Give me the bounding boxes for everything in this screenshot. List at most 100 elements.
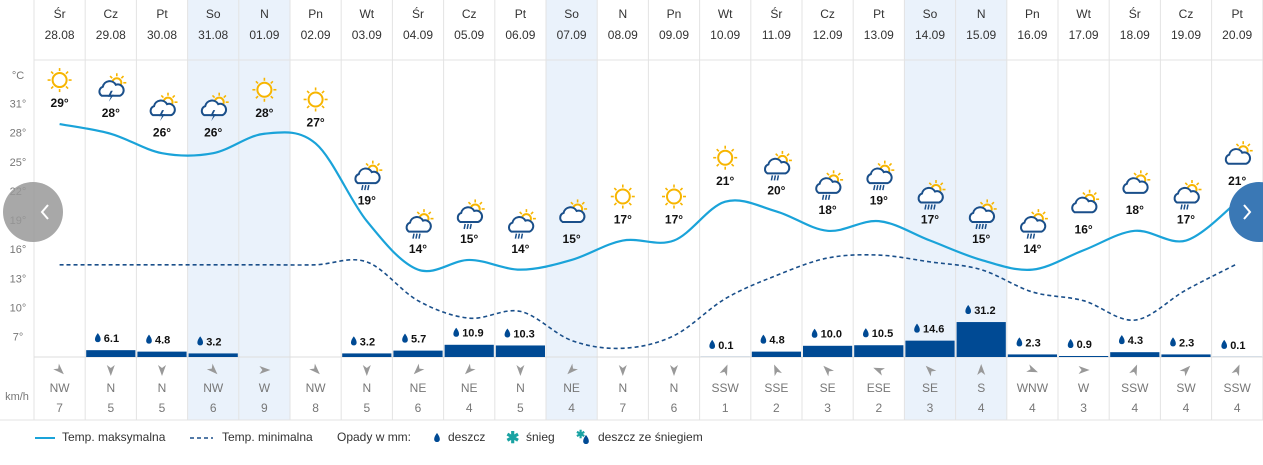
precip-label: 10.9 — [462, 328, 483, 340]
weekday: Śr — [54, 6, 66, 21]
wind-dir: N — [362, 381, 371, 395]
wind-speed: 5 — [517, 401, 524, 415]
legend-snow: śnieg — [526, 430, 555, 444]
precip-bar — [1161, 354, 1210, 357]
drop-icon — [146, 335, 152, 344]
sun-disc — [718, 151, 732, 165]
precip-label: 10.0 — [821, 329, 842, 341]
weekday: Cz — [1179, 7, 1194, 21]
wind-arrow — [1129, 363, 1141, 376]
sun-ray — [1094, 193, 1096, 195]
max-temp-label: 18° — [819, 203, 837, 217]
wind-arrow — [619, 365, 627, 376]
rain-icon — [515, 234, 516, 239]
wind-arrow — [411, 364, 424, 377]
sun-ray — [322, 91, 324, 93]
y-tick-label: 25° — [10, 157, 27, 169]
sun-ray — [787, 154, 789, 156]
sun-ray — [520, 212, 522, 214]
weekday: Pt — [873, 7, 885, 21]
y-tick-label: 28° — [10, 128, 27, 140]
sun-icon — [48, 68, 72, 92]
rain-icon — [928, 205, 929, 210]
weekday: N — [618, 7, 627, 21]
rain-icon — [931, 205, 932, 210]
rain-icon — [368, 185, 369, 190]
wind-arrow — [872, 364, 885, 376]
wind-speed: 9 — [261, 401, 268, 415]
sun-disc — [616, 190, 630, 204]
sun-ray — [1134, 173, 1136, 175]
max-temp-label: 17° — [614, 213, 632, 227]
sun-ray — [680, 203, 682, 205]
wind-arrow — [462, 364, 475, 377]
wind-dir: ESE — [867, 381, 891, 395]
wind-dir: WNW — [1017, 381, 1049, 395]
date: 11.09 — [762, 28, 791, 42]
legend-sleet: deszcz ze śniegiem — [598, 430, 703, 444]
date: 12.09 — [813, 28, 843, 42]
sun-ray — [121, 76, 123, 78]
wind-speed: 1 — [722, 401, 729, 415]
drop-icon — [1068, 339, 1074, 348]
sun-ray — [629, 203, 631, 205]
date: 07.09 — [557, 28, 587, 42]
wind-speed: 2 — [773, 401, 780, 415]
max-temp-label: 19° — [870, 193, 888, 207]
sun-ray — [377, 163, 379, 165]
wind-arrow — [1079, 366, 1090, 374]
next-button[interactable] — [1229, 182, 1263, 242]
y-tick-label: 13° — [10, 273, 27, 285]
wind-arrow — [821, 363, 834, 376]
wind-speed: 5 — [159, 401, 166, 415]
max-temp-label: 14° — [409, 242, 427, 256]
max-temp-label: 19° — [358, 193, 376, 207]
wind-speed: 5 — [363, 401, 370, 415]
rain-icon — [467, 224, 468, 229]
sun-ray — [629, 188, 631, 190]
sun-icon — [304, 87, 328, 111]
prev-button[interactable] — [3, 182, 63, 242]
sun-ray — [1083, 193, 1085, 195]
sun-ray — [1185, 183, 1187, 185]
sun-ray — [468, 202, 470, 204]
max-temp-label: 28° — [255, 106, 273, 120]
weekday: Pn — [1025, 7, 1040, 21]
precip-label: 14.6 — [923, 324, 944, 336]
drop-icon — [434, 433, 440, 442]
y-tick-label: 31° — [10, 99, 27, 111]
precip-bar — [1008, 354, 1057, 357]
precip-bar — [189, 353, 238, 357]
wind-dir: N — [106, 381, 115, 395]
sun-ray — [51, 86, 53, 88]
wind-dir: W — [259, 381, 271, 395]
sun-ray — [480, 202, 482, 204]
wind-dir: NW — [203, 381, 224, 395]
snow-icon: ✱ — [506, 430, 519, 447]
precip-bar — [342, 353, 391, 357]
rain-icon — [777, 175, 778, 180]
max-temp-label: 21° — [1228, 174, 1246, 188]
max-temp-label: 17° — [1177, 213, 1195, 227]
rain-icon — [771, 175, 772, 180]
rain-icon — [464, 224, 465, 229]
precip-bar — [957, 322, 1006, 357]
legend-max: Temp. maksymalna — [62, 430, 166, 444]
rain-icon — [1187, 205, 1188, 210]
wind-speed: 5 — [107, 401, 114, 415]
precip-label: 0.1 — [1230, 340, 1245, 352]
drop-icon — [505, 328, 511, 337]
temp-unit: °C — [12, 70, 24, 82]
weekday: Wt — [1076, 7, 1091, 21]
sun-ray — [66, 72, 68, 74]
wind-speed: 6 — [415, 401, 422, 415]
rain-icon — [985, 224, 986, 229]
weekday: Śr — [412, 6, 424, 21]
precip-label: 4.8 — [769, 335, 784, 347]
rain-icon — [823, 195, 824, 200]
sun-ray — [1236, 144, 1238, 146]
max-temp-label: 17° — [665, 213, 683, 227]
date: 01.09 — [249, 28, 279, 42]
precip-label: 2.3 — [1025, 337, 1040, 349]
weekday: Wt — [718, 7, 733, 21]
